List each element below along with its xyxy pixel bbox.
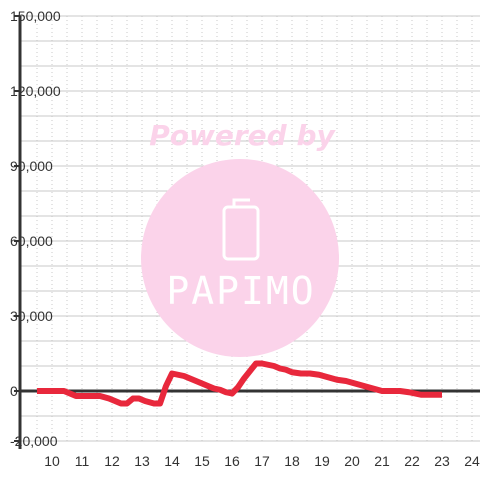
watermark: Powered by PAPIMO [141, 119, 339, 357]
y-tick-label: -20,000 [10, 433, 58, 449]
watermark-logo: PAPIMO [166, 269, 315, 313]
label-layer: -20,000 0 30,000 60,000 90,000 120,000 150,000… [10, 8, 480, 469]
x-tick-label: 21 [374, 453, 390, 469]
y-tick-label: 60,000 [10, 233, 53, 249]
x-tick-label: 13 [134, 453, 150, 469]
x-tick-label: 16 [224, 453, 240, 469]
x-tick-label: 17 [254, 453, 270, 469]
y-tick-label: 120,000 [10, 83, 61, 99]
x-tick-label: 24 [464, 453, 480, 469]
x-tick-label: 10 [44, 453, 60, 469]
x-tick-label: 15 [194, 453, 210, 469]
x-tick-label: 12 [104, 453, 120, 469]
series-layer [37, 360, 442, 407]
y-tick-label: 0 [10, 383, 18, 399]
y-tick-label: 150,000 [10, 8, 61, 24]
x-tick-label: 22 [404, 453, 420, 469]
x-tick-label: 14 [164, 453, 180, 469]
x-tick-label: 20 [344, 453, 360, 469]
x-tick-label: 11 [75, 453, 90, 469]
series-line [37, 360, 442, 407]
x-tick-label: 23 [434, 453, 450, 469]
y-tick-label: 90,000 [10, 158, 53, 174]
x-tick-label: 18 [284, 453, 300, 469]
watermark-powered-by: Powered by [149, 119, 336, 152]
y-tick-label: 30,000 [10, 308, 53, 324]
phone-icon [222, 198, 260, 261]
x-tick-label: 19 [314, 453, 330, 469]
